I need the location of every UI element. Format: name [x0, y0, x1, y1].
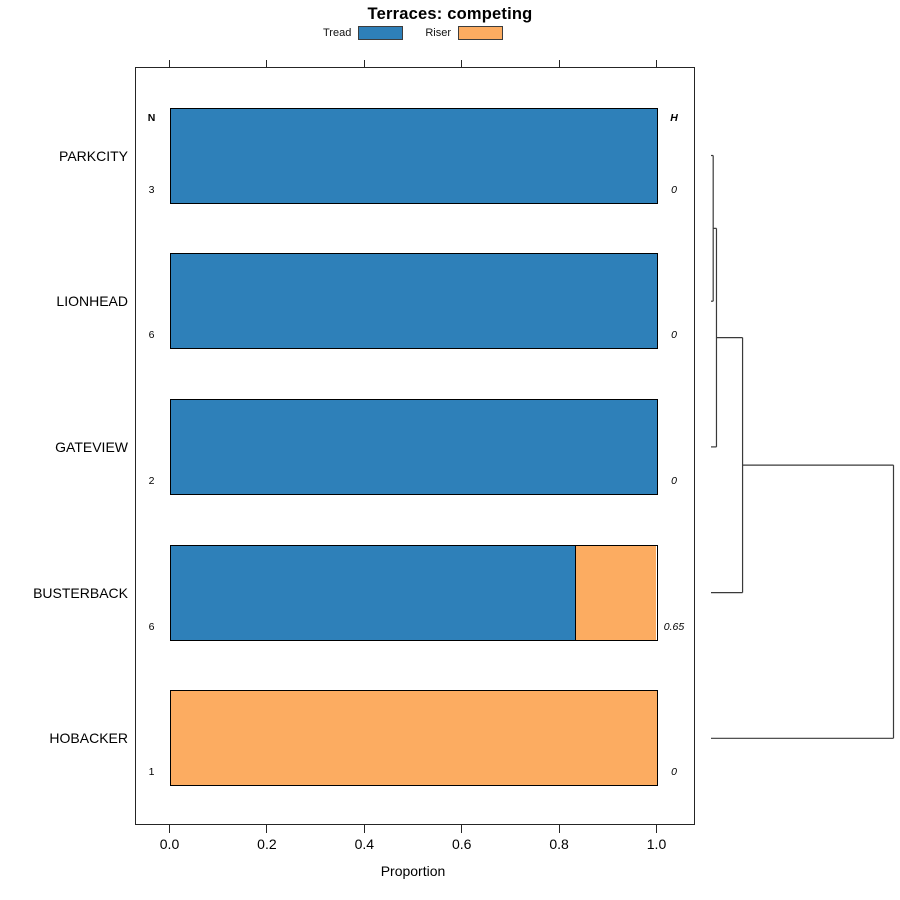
axis-tick-bottom	[461, 825, 463, 833]
x-axis-tick-label: 0.4	[354, 836, 375, 852]
bar-row	[169, 398, 658, 495]
axis-tick-bottom	[266, 825, 268, 833]
h-value: 0	[671, 329, 677, 342]
bar-row	[169, 107, 658, 204]
bar-segment-riser	[575, 545, 657, 640]
plot-area	[135, 67, 695, 825]
y-axis-label: LIONHEAD	[56, 293, 128, 310]
n-value: 1	[148, 766, 155, 779]
axis-tick-top	[461, 59, 463, 67]
axis-tick-top	[655, 59, 658, 67]
x-axis-tick-label: 0.8	[549, 836, 569, 852]
h-value: 0	[671, 474, 677, 487]
bar-row	[169, 690, 658, 787]
y-axis-label: PARKCITY	[59, 147, 128, 164]
legend: Tread Riser	[323, 25, 503, 41]
legend-item-riser: Riser	[425, 26, 503, 40]
x-axis-tick-label: 0.2	[257, 836, 277, 852]
h-column-header: H	[670, 111, 678, 124]
x-axis-tick-label: 1.0	[646, 836, 667, 852]
axis-tick-top	[558, 59, 560, 67]
n-value: 3	[148, 183, 155, 196]
legend-label-tread: Tread	[323, 27, 352, 39]
bar-segment-tread	[170, 399, 657, 494]
h-value: 0	[671, 766, 677, 779]
y-axis-label: HOBACKER	[49, 730, 128, 747]
bar-segment-tread	[170, 108, 657, 203]
h-value: 0	[671, 183, 677, 196]
x-axis-tick-label: 0.0	[159, 836, 180, 852]
x-axis-tick-label: 0.6	[451, 836, 472, 852]
axis-tick-bottom	[168, 825, 171, 833]
n-column-header: N	[147, 111, 156, 124]
bar-segment-tread	[170, 254, 657, 349]
axis-tick-top	[266, 59, 268, 67]
bar-segment-tread	[170, 545, 576, 640]
y-axis-label: BUSTERBACK	[33, 584, 128, 601]
axis-tick-bottom	[363, 825, 365, 833]
legend-item-tread: Tread	[323, 26, 404, 40]
bar-segment-riser	[170, 691, 657, 786]
legend-swatch-tread-icon	[358, 26, 404, 40]
n-value: 2	[148, 474, 155, 487]
legend-swatch-riser-icon	[458, 26, 503, 40]
x-axis-label: Proportion	[380, 863, 446, 879]
bar-row	[169, 544, 658, 641]
n-value: 6	[148, 620, 155, 633]
axis-tick-top	[168, 59, 171, 67]
y-axis-label: GATEVIEW	[55, 438, 128, 455]
bar-row	[169, 253, 658, 350]
axis-tick-top	[363, 59, 365, 67]
axis-tick-bottom	[655, 825, 658, 833]
legend-label-riser: Riser	[425, 27, 451, 39]
axis-tick-bottom	[558, 825, 560, 833]
n-value: 6	[148, 329, 155, 342]
h-value: 0.65	[663, 620, 685, 633]
chart-title: Terraces: competing	[367, 5, 533, 23]
